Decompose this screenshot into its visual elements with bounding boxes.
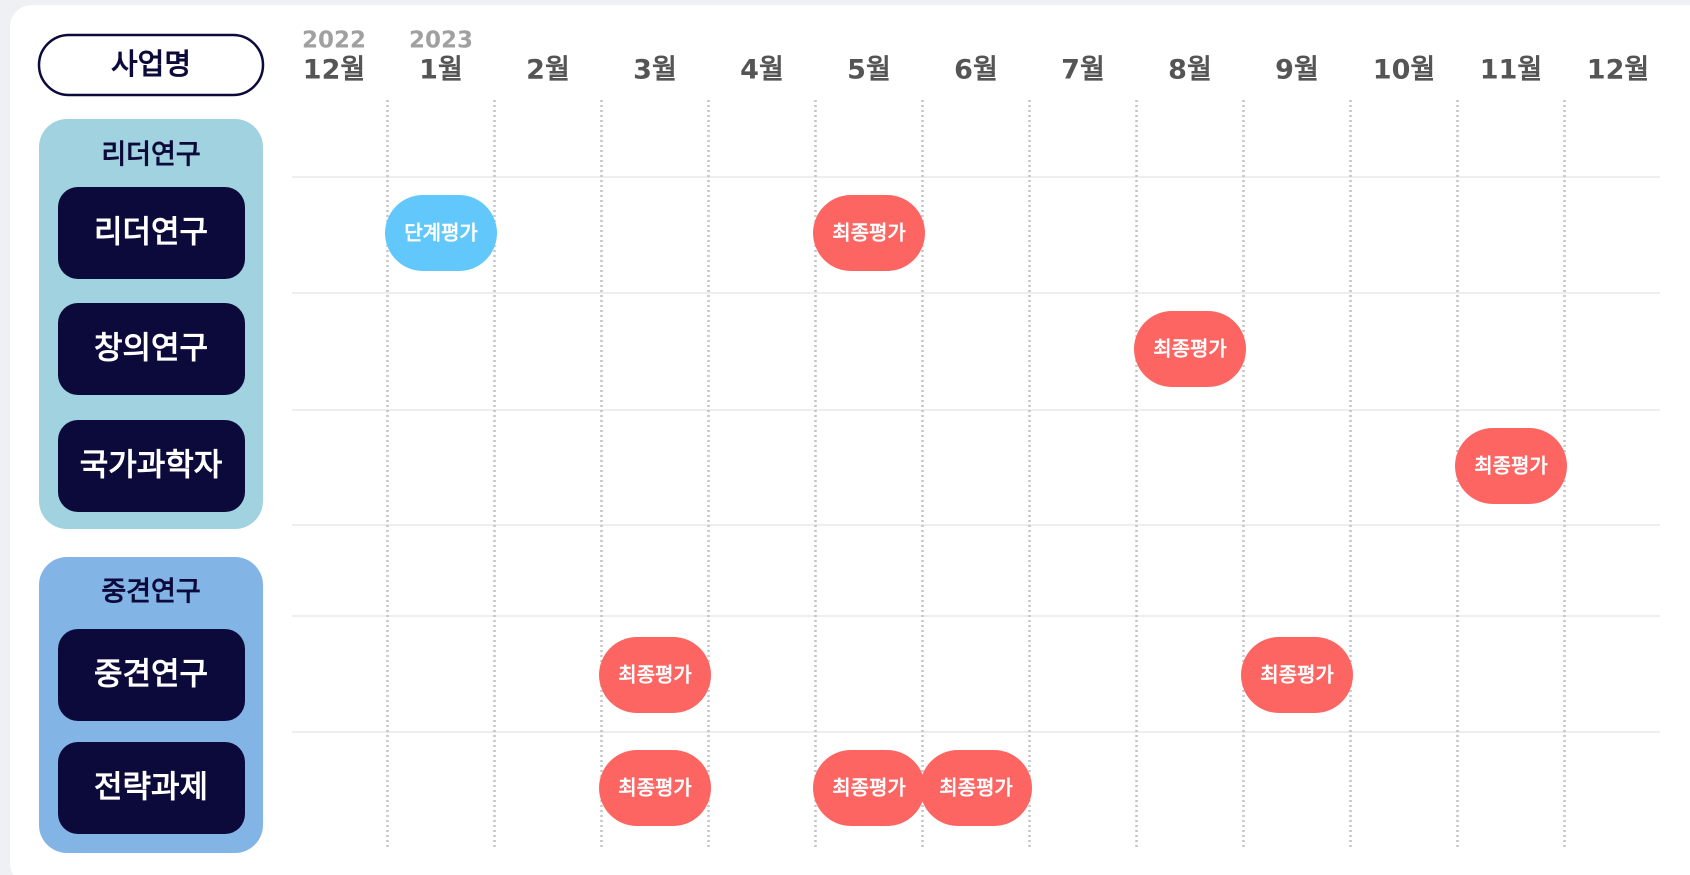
event-label: 최종평가 [1153, 337, 1227, 361]
month-label: 12월 [1587, 55, 1649, 86]
month-label: 2월 [526, 55, 570, 86]
program-pill [58, 187, 245, 279]
header-pill [37, 33, 265, 97]
year-label: 2023 [409, 28, 473, 54]
month-label: 4월 [740, 55, 784, 86]
event-pill [385, 195, 497, 271]
event-label: 최종평가 [1260, 663, 1334, 687]
event-label: 최종평가 [618, 776, 692, 800]
program-pill [58, 629, 245, 721]
event-pill [1134, 311, 1246, 387]
program-name: 전략과제 [94, 770, 208, 806]
event-label: 최종평가 [832, 221, 906, 245]
month-label: 5월 [847, 55, 891, 86]
month-label: 8월 [1168, 55, 1212, 86]
event-label: 최종평가 [939, 776, 1013, 800]
month-label: 7월 [1061, 55, 1105, 86]
event-label: 최종평가 [832, 776, 906, 800]
month-label: 9월 [1275, 55, 1319, 86]
program-name: 중견연구 [94, 657, 208, 693]
event-pill [920, 750, 1032, 826]
month-label: 12월 [303, 55, 365, 86]
event-label: 단계평가 [404, 221, 478, 245]
event-pill [1455, 428, 1567, 504]
event-label: 최종평가 [618, 663, 692, 687]
program-name: 창의연구 [94, 331, 208, 367]
event-pill [599, 750, 711, 826]
event-pill [1241, 637, 1353, 713]
program-name: 리더연구 [94, 215, 208, 251]
month-label: 10월 [1373, 55, 1435, 86]
group-title: 리더연구 [101, 140, 200, 171]
header-label: 사업명 [111, 47, 191, 81]
month-label: 11월 [1480, 55, 1542, 86]
event-label: 최종평가 [1474, 454, 1548, 478]
program-pill [58, 742, 245, 834]
month-label: 1월 [419, 55, 463, 86]
event-pill [599, 637, 711, 713]
group-title: 중견연구 [101, 577, 200, 608]
event-pill [813, 750, 925, 826]
month-label: 3월 [633, 55, 677, 86]
program-pill [58, 420, 245, 512]
program-name: 국가과학자 [80, 448, 223, 484]
month-label: 6월 [954, 55, 998, 86]
year-label: 2022 [302, 28, 366, 54]
event-pill [813, 195, 925, 271]
program-pill [58, 303, 245, 395]
